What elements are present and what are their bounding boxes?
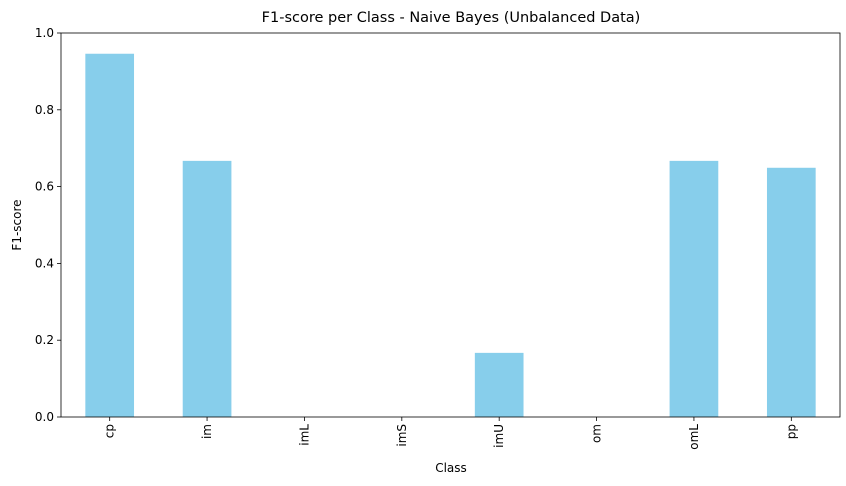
chart-title: F1-score per Class - Naive Bayes (Unbala… (262, 10, 641, 26)
x-tick-label: imL (297, 424, 311, 446)
x-tick-label: imS (395, 424, 409, 447)
y-tick-label: 0.6 (35, 180, 54, 194)
y-tick-label: 0.0 (35, 410, 54, 424)
y-tick-label: 1.0 (35, 26, 54, 40)
plot-frame (60, 32, 841, 418)
y-axis-ticks: 0.0 0.2 0.4 0.6 0.8 1.0 (35, 26, 61, 424)
bar-im (182, 160, 232, 417)
x-tick-label: im (200, 424, 214, 439)
bars-group (85, 53, 816, 418)
x-axis-ticks: cp im imL imS imU om omL pp (103, 417, 798, 450)
x-tick-label: om (590, 424, 604, 443)
x-tick-label: cp (103, 424, 117, 438)
bar-cp (85, 53, 135, 418)
bar-pp (766, 167, 816, 417)
y-tick-label: 0.8 (35, 103, 54, 117)
y-tick-label: 0.4 (35, 256, 54, 270)
bar-omL (669, 160, 719, 417)
y-axis-label: F1-score (10, 199, 24, 250)
bar-imU (474, 352, 524, 417)
x-tick-label: omL (687, 424, 701, 450)
x-tick-label: imU (492, 424, 506, 448)
x-tick-label: pp (784, 424, 798, 439)
x-axis-label: Class (435, 461, 467, 475)
y-tick-label: 0.2 (35, 333, 54, 347)
